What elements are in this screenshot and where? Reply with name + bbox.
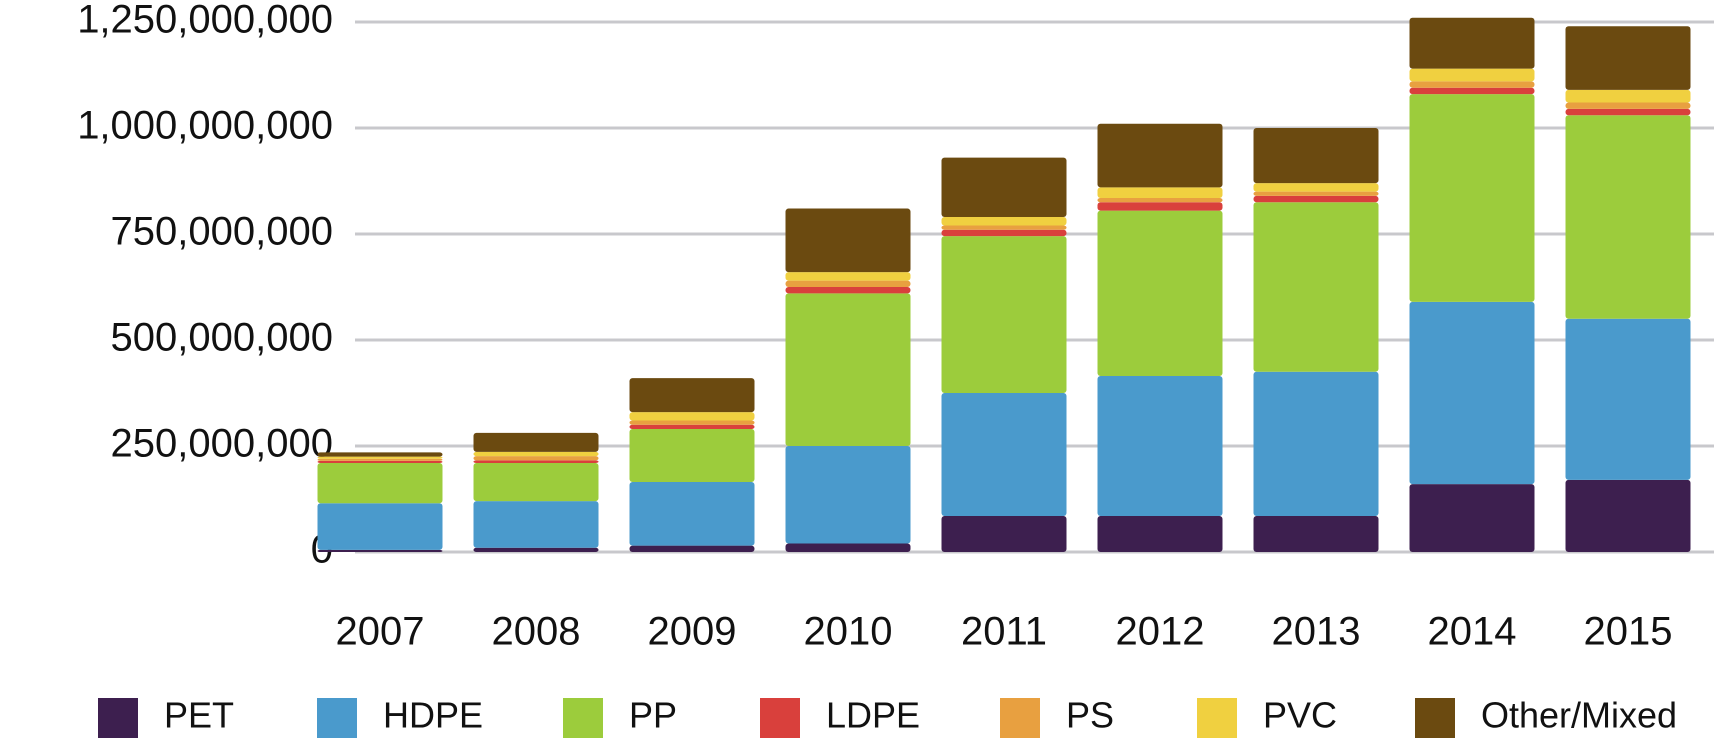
bar-segment bbox=[317, 549, 443, 552]
bar-segment bbox=[317, 456, 443, 459]
bar-segment bbox=[1097, 197, 1223, 203]
bar-segment bbox=[1409, 68, 1535, 82]
bar-segment bbox=[1253, 371, 1379, 516]
bar-segment bbox=[317, 458, 443, 461]
bar-segment bbox=[1097, 210, 1223, 377]
x-tick-label: 2013 bbox=[1272, 610, 1361, 654]
bar-segment bbox=[1409, 17, 1535, 69]
bar-segment bbox=[1097, 376, 1223, 516]
bar-segment bbox=[1565, 89, 1691, 103]
bar-segment bbox=[1409, 484, 1535, 552]
legend-label: PET bbox=[164, 695, 234, 736]
bar-segment bbox=[785, 208, 911, 273]
x-tick-label: 2014 bbox=[1428, 610, 1517, 654]
x-tick-label: 2011 bbox=[961, 610, 1047, 654]
x-tick-label: 2009 bbox=[648, 610, 737, 654]
legend-swatch bbox=[98, 698, 138, 738]
bar-segment bbox=[1565, 318, 1691, 480]
bar-segment bbox=[473, 456, 599, 461]
bar-segment bbox=[1565, 115, 1691, 319]
bar-segment bbox=[1409, 301, 1535, 485]
bar-segment bbox=[473, 547, 599, 552]
x-tick-label: 2012 bbox=[1116, 610, 1205, 654]
legend-swatch bbox=[760, 698, 800, 738]
bar-segment bbox=[1253, 191, 1379, 196]
bar-segment bbox=[317, 503, 443, 550]
bar-segment bbox=[1097, 123, 1223, 188]
bar-segment bbox=[1097, 187, 1223, 198]
bar-segment bbox=[941, 393, 1067, 516]
bar-segment bbox=[629, 424, 755, 430]
bar-segment bbox=[1097, 515, 1223, 552]
bar-segment bbox=[629, 429, 755, 483]
bar-segment bbox=[785, 293, 911, 446]
x-tick-label: 2007 bbox=[336, 610, 425, 654]
legend-label: PVC bbox=[1263, 695, 1337, 736]
legend-swatch bbox=[317, 698, 357, 738]
legend-label: HDPE bbox=[383, 695, 483, 736]
bar-segment bbox=[941, 236, 1067, 393]
bar-segment bbox=[1409, 81, 1535, 88]
bar-segment bbox=[1565, 108, 1691, 116]
legend-label: LDPE bbox=[826, 695, 920, 736]
x-tick-label: 2015 bbox=[1584, 610, 1673, 654]
bar-segment bbox=[941, 225, 1067, 230]
bar-segment bbox=[785, 272, 911, 281]
bar-segment bbox=[1565, 102, 1691, 109]
bar-segment bbox=[629, 378, 755, 413]
y-tick-label: 1,250,000,000 bbox=[77, 0, 333, 42]
bar-segment bbox=[473, 451, 599, 457]
bar-segment bbox=[1565, 479, 1691, 552]
y-tick-label: 250,000,000 bbox=[111, 422, 333, 466]
legend-swatch bbox=[1197, 698, 1237, 738]
legend-label: Other/Mixed bbox=[1481, 695, 1677, 736]
y-tick-label: 500,000,000 bbox=[111, 316, 333, 360]
bar-segment bbox=[1409, 94, 1535, 302]
legend-swatch bbox=[1415, 698, 1455, 738]
bar-segment bbox=[473, 460, 599, 463]
bar-segment bbox=[785, 446, 911, 544]
bar-segment bbox=[629, 412, 755, 421]
bar-segment bbox=[317, 452, 443, 457]
bar-segment bbox=[785, 287, 911, 294]
bar-segment bbox=[473, 462, 599, 502]
bar-segment bbox=[317, 462, 443, 504]
legend-swatch bbox=[1000, 698, 1040, 738]
bar-segment bbox=[941, 515, 1067, 552]
y-tick-label: 750,000,000 bbox=[111, 210, 333, 254]
x-tick-label: 2008 bbox=[492, 610, 581, 654]
bar-segment bbox=[473, 432, 599, 452]
bar-segment bbox=[1253, 195, 1379, 203]
bar-segment bbox=[785, 280, 911, 287]
bar-segment bbox=[1253, 128, 1379, 184]
bar-segment bbox=[1253, 183, 1379, 192]
bar-segment bbox=[629, 420, 755, 425]
bar-segment bbox=[473, 501, 599, 548]
legend-label: PS bbox=[1066, 695, 1114, 736]
bar-segment bbox=[1253, 202, 1379, 372]
bar-segment bbox=[1097, 202, 1223, 211]
bar-segment bbox=[941, 229, 1067, 237]
bar-segment bbox=[1565, 26, 1691, 90]
x-tick-label: 2010 bbox=[804, 610, 893, 654]
bar-segment bbox=[785, 543, 911, 552]
bar-segment bbox=[941, 157, 1067, 218]
legend-label: PP bbox=[629, 695, 677, 736]
bar-segment bbox=[941, 217, 1067, 226]
bar-segment bbox=[1409, 87, 1535, 95]
bar-segment bbox=[629, 482, 755, 546]
y-tick-label: 1,000,000,000 bbox=[77, 104, 333, 148]
legend-swatch bbox=[563, 698, 603, 738]
bar-segment bbox=[1253, 515, 1379, 552]
bar-segment bbox=[629, 545, 755, 552]
bar-segment bbox=[317, 460, 443, 463]
